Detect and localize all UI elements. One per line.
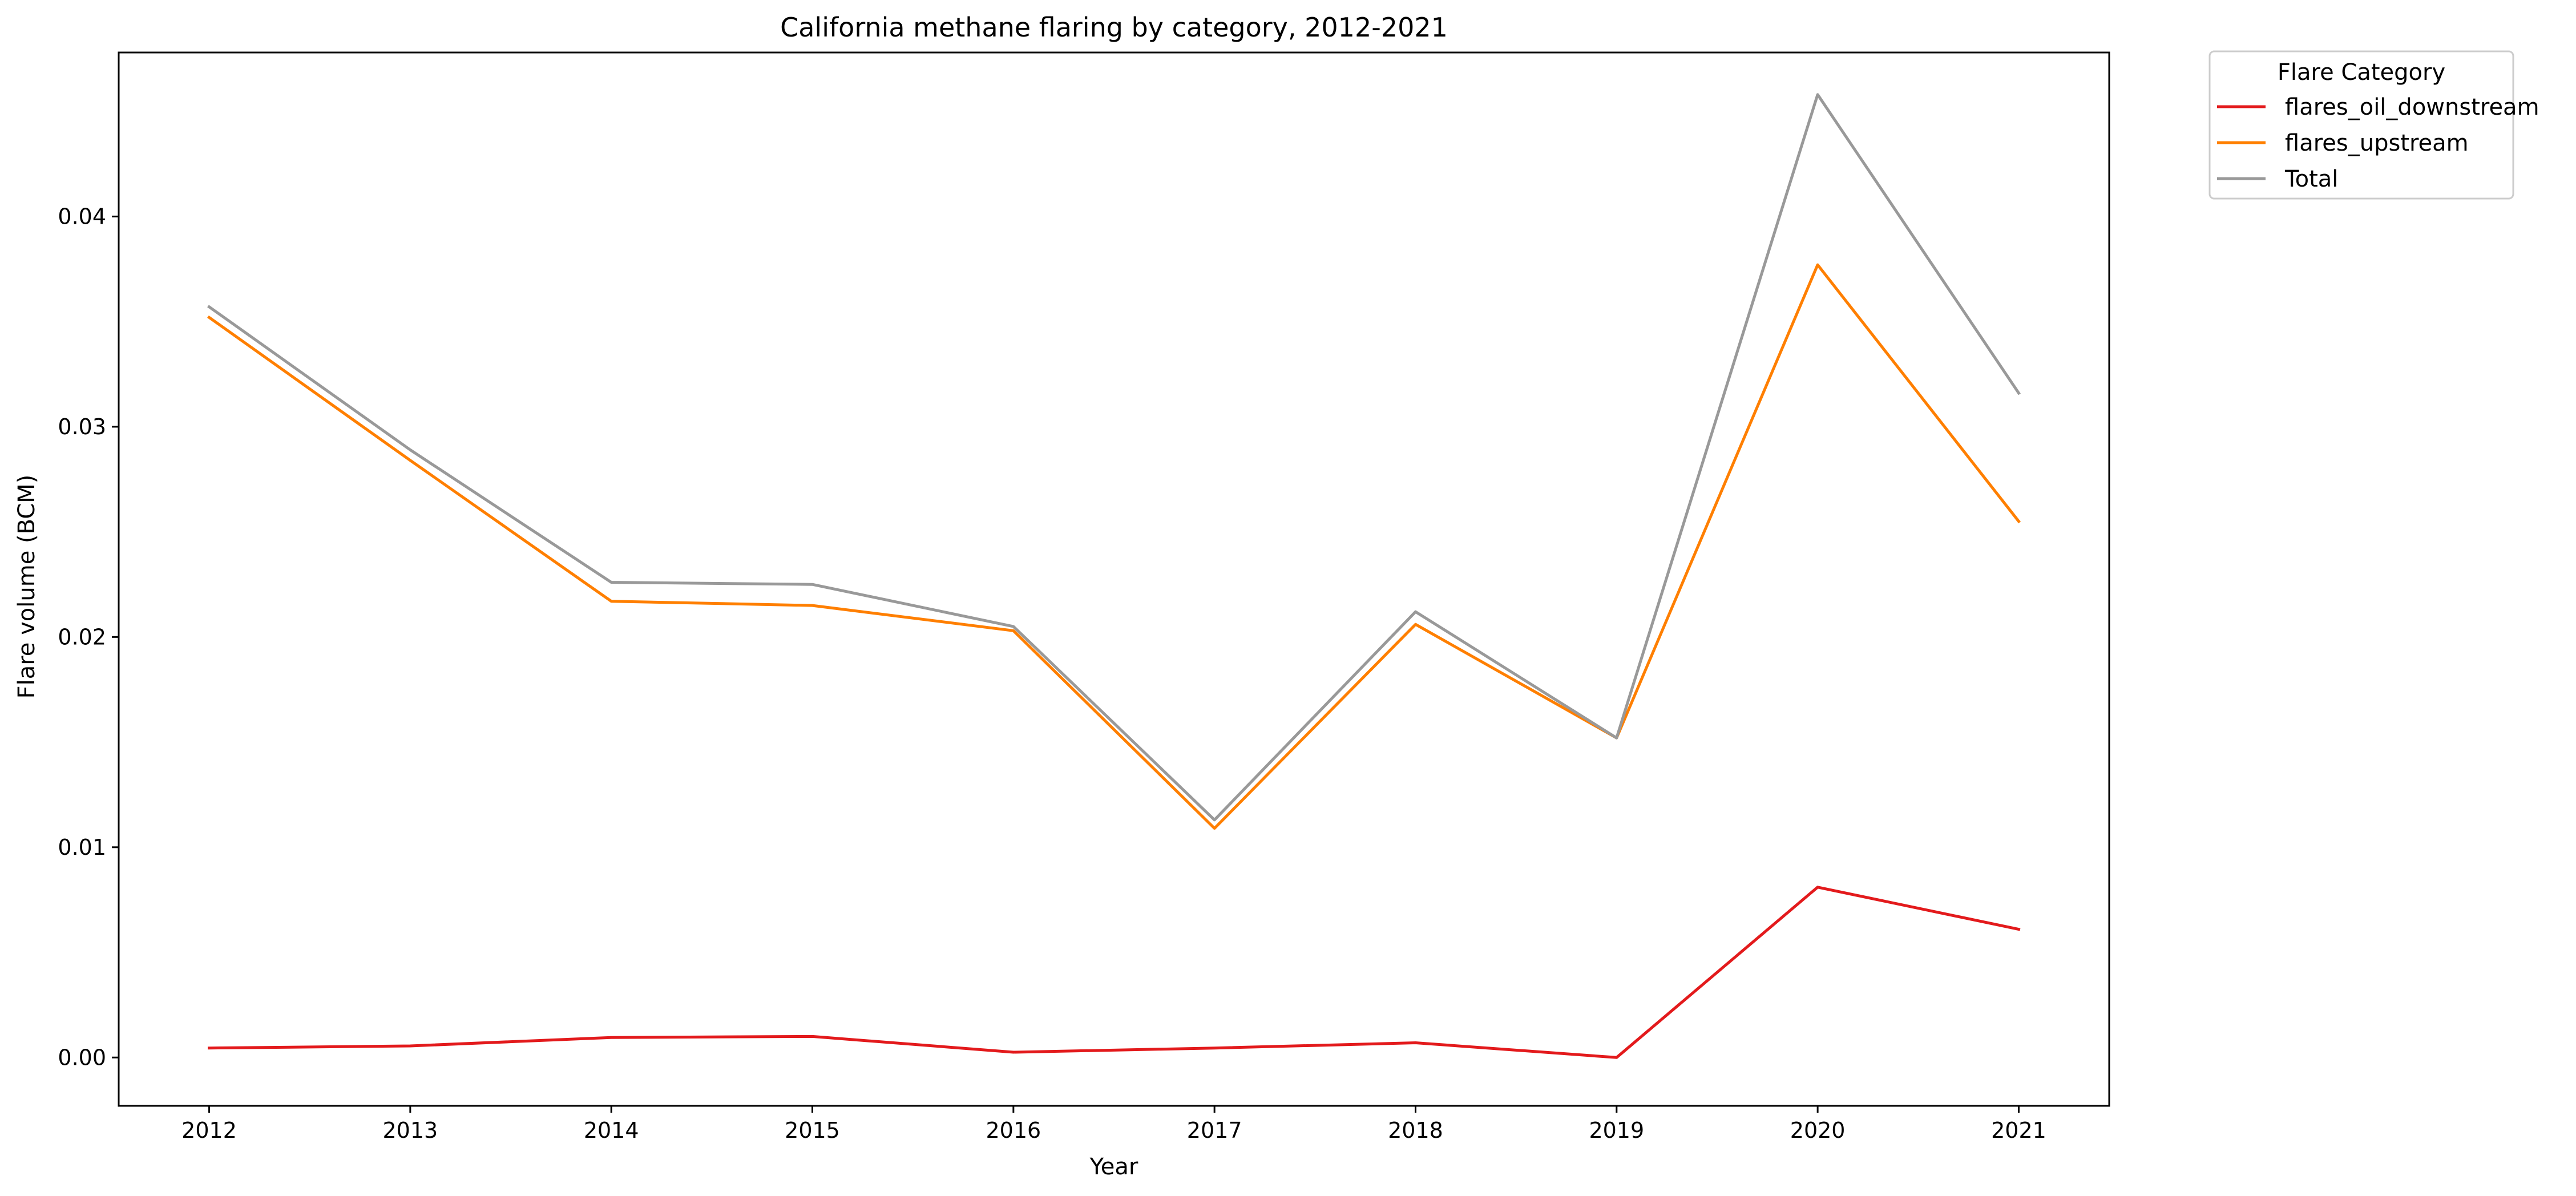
x-tick-label: 2014 [584, 1118, 639, 1143]
x-tick-label: 2018 [1388, 1118, 1443, 1143]
x-tick-label: 2013 [383, 1118, 438, 1143]
y-axis-label: Flare volume (BCM) [14, 475, 40, 699]
legend-label: flares_upstream [2285, 130, 2469, 156]
series-line-flares-oil-downstream [207, 886, 2021, 1059]
plot-area [207, 93, 2021, 1059]
series-line-flares-upstream [207, 263, 2021, 830]
y-axis: 0.00 0.01 0.02 0.03 0.04 [58, 204, 119, 1070]
x-tick-label: 2020 [1790, 1118, 1846, 1143]
x-tick-label: 2019 [1589, 1118, 1644, 1143]
x-tick-label: 2012 [181, 1118, 237, 1143]
y-tick-label: 0.02 [58, 624, 106, 649]
series-line-total [207, 93, 2021, 822]
legend-entries: flares_oil_downstream flares_upstream Tota… [2217, 94, 2539, 192]
legend-title: Flare Category [2278, 59, 2445, 86]
x-tick-label: 2016 [986, 1118, 1041, 1143]
y-tick-label: 0.04 [58, 204, 106, 229]
legend-label: flares_oil_downstream [2285, 94, 2539, 120]
y-tick-label: 0.01 [58, 835, 106, 860]
y-tick-label: 0.03 [58, 414, 106, 439]
x-tick-label: 2017 [1187, 1118, 1242, 1143]
legend-box [2208, 50, 2514, 200]
x-axis-label: Year [1089, 1154, 1138, 1180]
x-tick-label: 2021 [1991, 1118, 2046, 1143]
x-tick-label: 2015 [785, 1118, 840, 1143]
plot-frame [118, 51, 2110, 1107]
chart-title: California methane flaring by category, … [780, 12, 1448, 43]
y-tick-label: 0.00 [58, 1045, 106, 1070]
legend-label: Total [2284, 166, 2338, 192]
x-axis: 2012 2013 2014 2015 2016 2017 2018 2019 2020 2021 [181, 1106, 2046, 1143]
legend: Flare Category flares_oil_downstreamflar… [2208, 50, 2539, 200]
